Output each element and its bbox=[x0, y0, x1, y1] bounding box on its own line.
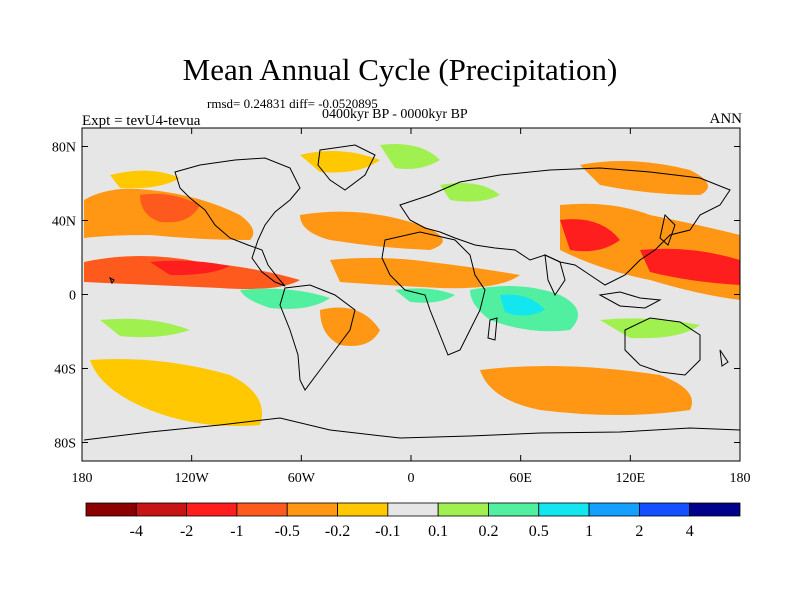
lon-tick-label: 0 bbox=[408, 471, 415, 486]
anomaly-patch bbox=[580, 161, 708, 195]
lon-tick-label: 60W bbox=[288, 471, 316, 486]
anomaly-patch bbox=[300, 211, 443, 250]
colorbar-swatch bbox=[689, 502, 741, 517]
colorbar-label: 0.5 bbox=[529, 523, 549, 540]
colorbar-label: -0.5 bbox=[275, 523, 300, 540]
anomaly-patch bbox=[480, 366, 692, 415]
colorbar-swatch bbox=[337, 502, 389, 517]
anomaly-patch bbox=[240, 288, 330, 309]
anomaly-patch bbox=[640, 248, 740, 285]
coastline-south-america bbox=[279, 284, 356, 391]
coastline-hawaii bbox=[109, 276, 115, 285]
colorbar-label: -0.1 bbox=[375, 523, 400, 540]
coastline-greenland bbox=[317, 144, 376, 191]
coastline-new-zealand bbox=[719, 349, 729, 367]
anomaly-patch bbox=[150, 260, 230, 276]
lat-tick-label: 80S bbox=[54, 437, 76, 452]
lon-tick-label: 120W bbox=[175, 471, 210, 486]
anomaly-patch bbox=[500, 294, 545, 316]
colorbar-swatch bbox=[638, 502, 691, 517]
colorbar-swatch bbox=[135, 502, 188, 517]
lat-tick-label: 80N bbox=[52, 141, 76, 156]
colorbar-swatch bbox=[387, 502, 439, 517]
lon-tick-label: 180 bbox=[730, 471, 751, 486]
coastline-north-america bbox=[174, 157, 301, 287]
colorbar-swatch bbox=[236, 502, 288, 517]
anomaly-patch bbox=[140, 193, 200, 223]
colorbar-swatch bbox=[286, 502, 338, 517]
lat-tick-label: 0 bbox=[69, 289, 76, 304]
colorbar-label: 0.1 bbox=[428, 523, 448, 540]
anomaly-patch bbox=[100, 318, 190, 338]
anomaly-patch bbox=[320, 307, 380, 346]
lon-tick-label: 180 bbox=[72, 471, 93, 486]
experiment-label: Expt = tevU4-tevua bbox=[82, 113, 201, 129]
coastline-indonesia bbox=[598, 291, 662, 309]
colorbar-label: 1 bbox=[585, 523, 593, 540]
coastline-eurasia bbox=[399, 167, 731, 286]
colorbar-label: 0.2 bbox=[478, 523, 498, 540]
colorbar-label: -0.2 bbox=[325, 523, 350, 540]
period-label: 0400kyr BP - 0000kyr BP bbox=[322, 107, 468, 122]
coastline-japan bbox=[659, 213, 676, 246]
chart-title: Mean Annual Cycle (Precipitation) bbox=[182, 52, 618, 87]
season-label: ANN bbox=[709, 111, 743, 127]
coastline-antarctica bbox=[83, 417, 740, 441]
coastlines bbox=[83, 144, 740, 441]
axis-ticks: 80N 40N 0 40S 80S 180 120W 60W 0 60E 120E 180 bbox=[52, 128, 751, 486]
colorbar-swatch bbox=[186, 502, 238, 517]
anomaly-patch bbox=[90, 359, 262, 426]
anomaly-patch bbox=[560, 219, 620, 252]
colorbar-label: -2 bbox=[180, 523, 193, 540]
colorbar-label: 2 bbox=[635, 523, 643, 540]
coastline-africa bbox=[381, 231, 486, 356]
lat-tick-label: 40S bbox=[54, 363, 76, 378]
anomaly-patch bbox=[380, 144, 440, 169]
colorbar: -4 -2 -1 -0.5 -0.2 -0.1 0.1 0.2 0.5 1 2 4 bbox=[85, 502, 741, 540]
lon-tick-label: 120E bbox=[616, 471, 646, 486]
coastline-india bbox=[544, 254, 566, 297]
colorbar-swatch bbox=[588, 502, 640, 517]
coastline-australia bbox=[624, 317, 701, 376]
colorbar-swatch bbox=[437, 502, 489, 517]
coastline-madagascar bbox=[487, 317, 498, 341]
colorbar-label: 4 bbox=[686, 523, 694, 540]
colorbar-swatch bbox=[85, 502, 137, 517]
anomaly-patch bbox=[110, 170, 180, 189]
colorbar-swatch bbox=[488, 502, 540, 517]
stats-line: rmsd= 0.24831 diff= -0.0520895 bbox=[207, 96, 378, 111]
anomaly-field bbox=[84, 144, 740, 426]
anomaly-patch bbox=[440, 182, 500, 202]
colorbar-label: -4 bbox=[130, 523, 143, 540]
lat-tick-label: 40N bbox=[52, 215, 76, 230]
lon-tick-label: 60E bbox=[509, 471, 532, 486]
anomaly-patch bbox=[330, 257, 520, 289]
colorbar-label: -1 bbox=[230, 523, 243, 540]
colorbar-swatch bbox=[538, 502, 590, 517]
